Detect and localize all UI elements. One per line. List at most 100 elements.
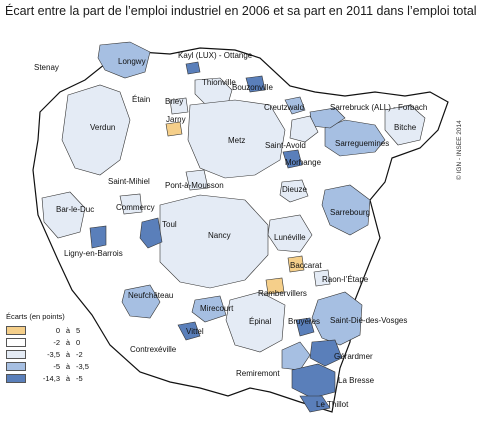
label-bouzonville: Bouzonville	[232, 83, 273, 92]
label-pont-a-mousson: Pont-à-Mousson	[165, 181, 224, 190]
label-la-bresse: La Bresse	[338, 376, 375, 385]
legend-swatch	[6, 374, 26, 383]
label-saint-avold: Saint-Avold	[265, 141, 306, 150]
credit-text: © IGN - INSEE 2014	[456, 120, 463, 180]
zone-jarny	[165, 121, 183, 137]
zone-bar-le-duc	[41, 191, 86, 239]
zone-dieuze	[279, 179, 309, 203]
label-saint-mihiel: Saint-Mihiel	[108, 177, 150, 186]
label-bitche: Bitche	[394, 123, 417, 132]
legend-high: -2	[76, 350, 83, 359]
label-gerardmer: Gérardmer	[334, 352, 373, 361]
zone-bitche	[384, 104, 426, 146]
label-metz: Metz	[228, 136, 245, 145]
label-etain: Étain	[132, 95, 150, 104]
label-remiremont: Remiremont	[236, 369, 280, 378]
zone-verdun	[61, 84, 131, 176]
legend-low: 0	[55, 326, 60, 335]
legend-word: à	[65, 374, 71, 383]
label-vittel: Vittel	[186, 327, 204, 336]
zone-neufchateau	[121, 284, 161, 319]
zone-rambervillers	[265, 277, 285, 295]
legend: Écarts (en points) 0 à 5 -2 à 0 -3,5 à -…	[6, 312, 100, 385]
label-stenay: Stenay	[34, 63, 59, 72]
legend-word: à	[65, 338, 71, 347]
legend-low: -3,5	[47, 350, 60, 359]
label-le-thillot: Le Thillot	[316, 400, 349, 409]
legend-swatch	[6, 326, 26, 335]
zone-la-bresse	[291, 363, 336, 399]
label-longwy: Longwy	[118, 57, 146, 66]
label-dieuze: Dieuze	[282, 185, 307, 194]
legend-high: -5	[76, 374, 83, 383]
legend-word: à	[65, 350, 71, 359]
legend-low: -5	[53, 362, 60, 371]
legend-low: -2	[53, 338, 60, 347]
legend-high: -3,5	[76, 362, 89, 371]
zone-toul	[139, 217, 163, 249]
legend-swatch	[6, 338, 26, 347]
legend-high: 0	[76, 338, 81, 347]
label-saint-die: Saint-Dié-des-Vosges	[330, 316, 407, 325]
label-rambervillers: Rambervillers	[258, 289, 307, 298]
label-mirecourt: Mirecourt	[200, 304, 234, 313]
legend-swatch	[6, 362, 26, 371]
zone-morhange	[282, 149, 303, 169]
label-bruyeres: Bruyères	[288, 317, 320, 326]
zone-gerardmer	[309, 339, 343, 367]
zone-pont-a-mousson	[185, 169, 209, 191]
zone-creutzwald	[284, 96, 306, 115]
zone-raon	[313, 269, 331, 287]
label-commercy: Commercy	[116, 203, 155, 212]
zone-luneville	[267, 214, 313, 253]
label-baccarat: Baccarat	[290, 261, 322, 270]
zone-kayl	[185, 61, 201, 75]
zone-remiremont	[281, 341, 311, 371]
zone-baccarat	[287, 255, 305, 273]
zone-sarreguemines	[324, 119, 386, 157]
label-luneville: Lunéville	[274, 233, 306, 242]
label-morhange: Morhange	[285, 158, 322, 167]
zone-sarrebourg	[321, 184, 371, 236]
label-epinal: Épinal	[249, 317, 271, 326]
legend-word: à	[65, 362, 71, 371]
label-nancy: Nancy	[208, 231, 231, 240]
zone-vittel	[177, 321, 201, 341]
label-sarrebruck: Sarrebruck (ALL) - Forbach	[330, 103, 427, 112]
zone-bruyeres	[295, 317, 315, 337]
label-toul: Toul	[162, 220, 177, 229]
label-creutzwald: Creutzwald	[264, 103, 304, 112]
label-briey: Briey	[165, 97, 183, 106]
zone-le-thillot	[299, 395, 331, 413]
zone-briey	[169, 97, 189, 115]
legend-word: à	[65, 326, 71, 335]
zone-epinal	[225, 291, 286, 353]
label-kayl: Kayl (LUX) - Ottange	[178, 51, 253, 60]
label-sarreguemines: Sarreguemines	[335, 139, 389, 148]
label-verdun: Verdun	[90, 123, 115, 132]
legend-row: -5 à -3,5	[6, 361, 100, 372]
legend-swatch	[6, 350, 26, 359]
label-sarrebourg: Sarrebourg	[330, 208, 370, 217]
label-jarny: Jarny	[166, 115, 186, 124]
label-bar-le-duc: Bar-le-Duc	[56, 205, 94, 214]
legend-high: 5	[76, 326, 81, 335]
zone-mirecourt	[191, 295, 227, 323]
legend-title: Écarts (en points)	[6, 312, 65, 321]
zone-bouzonville	[245, 75, 266, 93]
label-contrexeville: Contrexéville	[130, 345, 177, 354]
label-neufchateau: Neufchâteau	[128, 291, 173, 300]
zone-nancy	[159, 194, 269, 289]
zone-ligny	[89, 225, 107, 249]
zone-commercy	[119, 193, 143, 215]
map-title: Écart entre la part de l’emploi industri…	[5, 4, 477, 18]
label-ligny: Ligny-en-Barrois	[64, 249, 123, 258]
zone-longwy	[97, 41, 151, 79]
zone-metz	[187, 99, 286, 179]
legend-row: -2 à 0	[6, 337, 100, 348]
zone-saint-avold	[289, 115, 319, 143]
legend-row: -3,5 à -2	[6, 349, 100, 360]
label-thionville: Thionville	[202, 78, 236, 87]
legend-low: -14,3	[42, 374, 60, 383]
